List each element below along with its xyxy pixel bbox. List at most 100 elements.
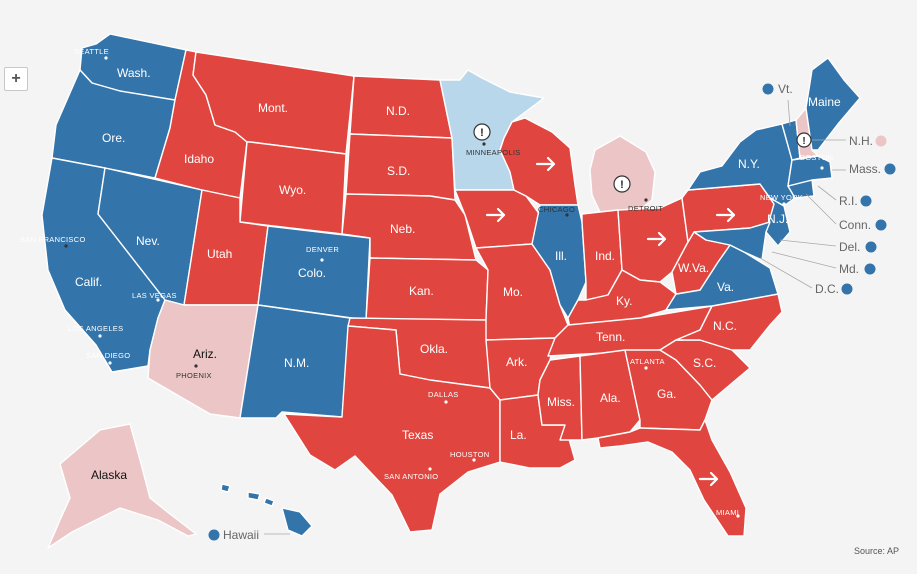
svg-text:!: ! [480,127,484,139]
label-nc: N.C. [713,319,737,333]
state-ak[interactable] [47,423,197,549]
state-mt[interactable] [192,51,355,155]
label-ms: Miss. [547,395,575,409]
city-dot-houston [472,458,476,462]
state-fl[interactable] [597,419,747,537]
city-chicago: CHICAGO [538,205,575,214]
callout-ma[interactable]: Mass. [832,162,896,176]
label-tn: Tenn. [596,330,625,344]
svg-text:Del.: Del. [839,240,860,254]
city-denver: DENVER [306,245,339,254]
city-dot-denver [320,258,324,262]
svg-text:D.C.: D.C. [815,282,839,296]
callout-vt[interactable]: Vt. [762,82,793,127]
alert-icon: ! [796,132,812,148]
city-atlanta: ATLANTA [630,357,665,366]
city-boston: BOSTON [800,153,833,162]
alert-icon: ! [613,175,631,193]
city-houston: HOUSTON [450,450,489,459]
label-ga: Ga. [657,387,676,401]
arrow-right-icon [646,231,667,247]
arrow-right-icon [485,207,506,223]
city-dot-detroit [644,198,648,202]
state-nj[interactable] [765,197,791,247]
callout-md[interactable]: Md. [771,251,876,276]
label-nv: Nev. [136,234,160,248]
label-ar: Ark. [506,355,527,369]
city-miami: MIAMI [716,508,739,517]
label-ky: Ky. [616,294,632,308]
label-id: Idaho [184,152,214,166]
city-dot-chicago [565,213,569,217]
state-pa-md[interactable] [693,221,771,261]
state-nc[interactable] [675,293,783,351]
callout-hi[interactable]: Hawaii [208,528,291,542]
city-san-antonio: SAN ANTONIO [384,472,438,481]
label-az: Ariz. [193,347,217,361]
city-seattle: SEATTLE [74,47,109,56]
zoom-in-button[interactable]: + [4,67,28,91]
alert-icon: ! [473,123,491,141]
svg-text:N.H.: N.H. [849,134,873,148]
arrow-right-icon [535,156,556,172]
label-ok: Okla. [420,342,448,356]
city-dot-miami [736,514,740,518]
city-dot-san-diego [108,361,112,365]
label-or: Ore. [102,131,125,145]
svg-text:Md.: Md. [839,262,859,276]
label-me: Maine [808,95,841,109]
label-nm: N.M. [284,356,309,370]
svg-text:Hawaii: Hawaii [223,528,259,542]
flip-arrows [485,156,736,487]
label-ak: Alaska [91,468,127,482]
states-layer [41,33,861,549]
city-dot-san-antonio [428,467,432,471]
city-dot-san-francisco [64,244,68,248]
svg-text:!: ! [802,136,805,147]
callout-de[interactable]: Del. [779,239,877,254]
label-ne: Neb. [390,222,415,236]
label-ks: Kan. [409,284,434,298]
label-sc: S.C. [693,356,716,370]
city-detroit: DETROIT [628,204,663,213]
label-wy: Wyo. [279,183,306,197]
city-san-francisco: SAN FRANCISCO [20,235,86,244]
city-dot-new-york [782,202,786,206]
label-nd: N.D. [386,104,410,118]
callout-ri[interactable]: R.I. [817,185,872,208]
label-co: Colo. [298,266,326,280]
state-hi[interactable] [220,483,313,537]
label-mo: Mo. [503,285,523,299]
city-dot-las-vegas [156,298,160,302]
city-dot-dallas [444,400,448,404]
label-ut: Utah [207,247,232,261]
city-dot-minneapolis [482,142,486,146]
city-dot-phoenix [194,364,198,368]
label-ca: Calif. [75,275,102,289]
svg-text:R.I.: R.I. [839,194,858,208]
state-wy[interactable] [239,141,347,235]
state-tx[interactable] [283,325,501,533]
city-phoenix: PHOENIX [176,371,212,380]
city-new-york: NEW YORK [760,193,803,202]
label-tx: Texas [402,428,433,442]
city-dot-seattle [104,56,108,60]
city-san-diego: SAN DIEGO [86,351,130,360]
svg-text:Vt.: Vt. [778,82,793,96]
label-sd: S.D. [387,164,410,178]
city-dot-atlanta [644,366,648,370]
city-labels: SEATTLE SAN FRANCISCO LOS ANGELES SAN DI… [20,47,833,518]
svg-text:!: ! [620,179,624,191]
alert-icons: ! ! ! [473,123,812,193]
label-il: Ill. [555,249,567,263]
callout-nh[interactable]: N.H. [812,134,887,148]
city-los-angeles: LOS ANGELES [68,324,123,333]
state-me[interactable] [805,57,861,151]
arrow-right-icon [715,207,736,223]
callouts: Vt. N.H. Mass. R.I. Conn. Del. [759,82,896,296]
state-mi[interactable] [589,135,656,213]
svg-text:Mass.: Mass. [849,162,881,176]
callout-dc[interactable]: D.C. [759,257,853,296]
callout-ct[interactable]: Conn. [805,193,887,232]
